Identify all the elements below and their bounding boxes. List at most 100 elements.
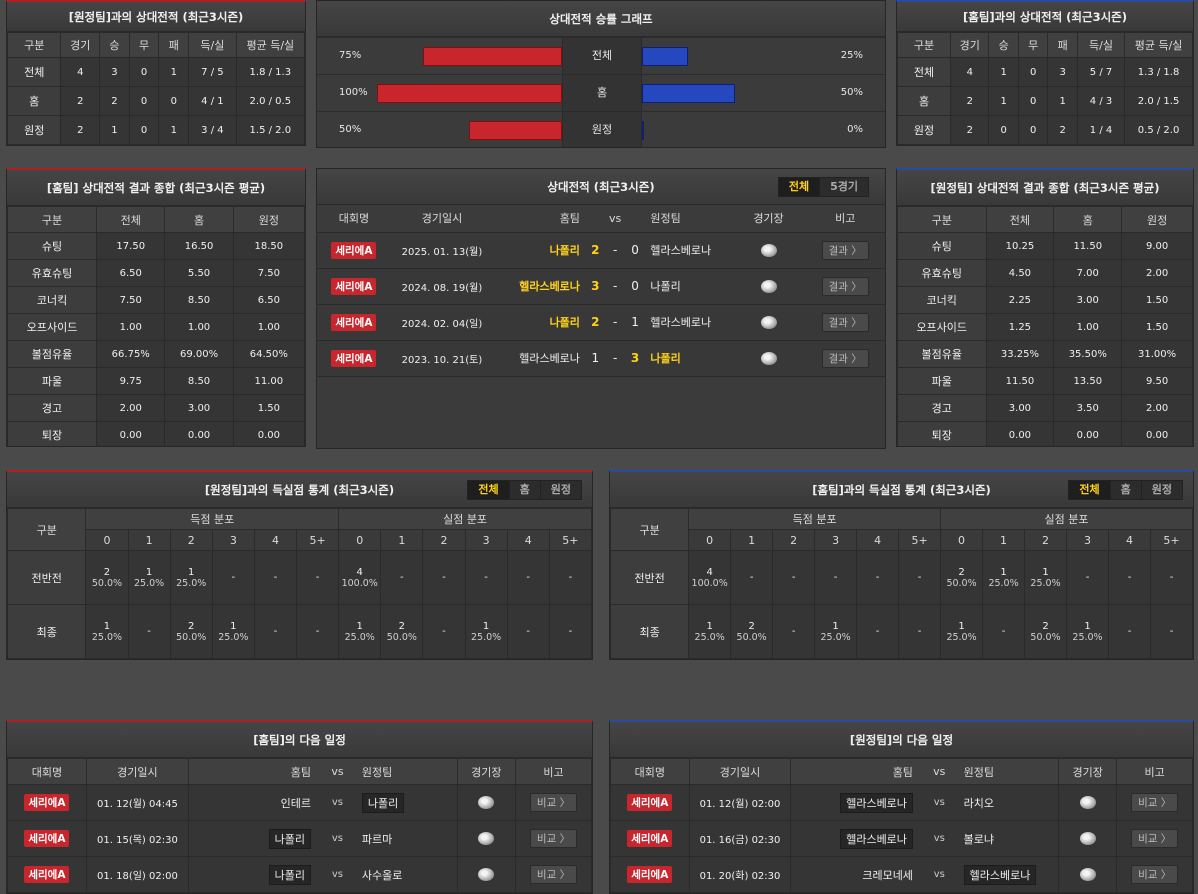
toggle-away[interactable]: 원정 [539,481,581,499]
goal-bucket: 2 [422,529,466,551]
note-cell: 결과 〉 [805,267,885,305]
result-button[interactable]: 결과 〉 [821,240,869,260]
toggle-home[interactable]: 홈 [1109,481,1141,499]
distribution-cell: - [1108,550,1151,605]
compare-button[interactable]: 비교 〉 [529,829,578,848]
percentage: 25.0% [91,631,123,643]
distribution-cell: 1 25.0% [688,604,732,659]
goal-stats-left-title: [원정팀]과의 득실점 통계 (최근3시즌) 전체 홈 원정 [7,472,592,508]
schedule-row: 세리에A 01. 15(목) 02:30 나폴리 vs 파르마 비교 〉 [7,820,592,857]
toggle-all[interactable]: 전체 [468,481,509,499]
distribution-cell: 1 25.0% [127,550,171,605]
compare-button[interactable]: 비교 〉 [1131,793,1179,812]
row-label: 원정 [7,115,62,145]
table-row: 경고 2.00 3.00 1.50 [7,394,305,422]
stat-cell: 1 [158,115,190,145]
home-winrate: 75% [339,50,362,61]
compare-button[interactable]: 비교 〉 [529,793,578,812]
compare-button[interactable]: 비교 〉 [1131,829,1179,848]
goal-bucket: 1 [127,529,171,551]
column-header: 승 [988,32,1019,58]
toggle-5-games[interactable]: 5경기 [819,178,868,196]
count: 1 [230,620,237,632]
compare-button[interactable]: 비교 〉 [529,865,578,884]
goal-bucket: 4 [1108,529,1151,551]
venue-cell [731,339,806,377]
league-cell: 세리에A [7,820,87,857]
stadium-icon[interactable] [1079,832,1096,845]
score-dash: - [606,303,624,341]
venue-cell [456,784,517,821]
result-button[interactable]: 결과 〉 [821,348,869,368]
count: - [400,572,404,583]
stadium-icon[interactable] [760,243,777,257]
header-row: 구분 경기 승 무 패 득/실 평균 득/실 [7,32,305,58]
toggle-all[interactable]: 전체 [1069,481,1110,499]
column-header: 경기일시 [688,758,792,785]
count: - [442,572,446,583]
stadium-icon[interactable] [478,796,495,809]
stat-cell: 9.00 [1121,232,1193,260]
stat-cell: 1.00 [96,313,166,341]
stadium-icon[interactable] [760,279,777,293]
column-header: 원정팀 [646,205,732,232]
stadium-icon[interactable] [478,868,495,881]
column-header: vs [583,205,647,232]
column-header: 경기일시 [390,205,494,232]
stadium-icon[interactable] [1079,796,1096,809]
stat-cell: 2 [99,86,130,116]
count: - [749,572,754,583]
count: 1 [1000,566,1007,578]
table-row: 원정 2 1 0 1 3 / 4 1.5 / 2.0 [7,115,305,145]
stadium-icon[interactable] [478,832,495,845]
distribution-cell: - [211,550,255,605]
row-label: 최종 [7,604,87,659]
stat-cell: 1.8 / 1.3 [235,57,305,87]
result-button[interactable]: 결과 〉 [821,312,869,332]
column-header: 원정 [1121,206,1193,233]
stat-cell: 0 [158,86,190,116]
goal-bucket: 0 [85,529,129,551]
distribution-cell: - [1149,550,1193,605]
away-team: 나폴리 [646,339,732,377]
percentage: 50.0% [1030,631,1061,643]
note-cell: 결과 〉 [805,339,885,377]
away-team: 볼로냐 [963,832,995,846]
home-team: 헬라스베로나 [840,792,913,813]
stat-cell: 2 [60,86,101,116]
stat-cell: 2 [950,86,990,116]
count: - [917,572,922,583]
away-next-table: 대회명 경기일시 홈팀 vs 원정팀 경기장 비고 세리에A 01. 12(월) 02:00 헬라… [610,758,1193,893]
toggle-away[interactable]: 원정 [1140,481,1182,499]
vs-label: vs [918,784,960,821]
venue-cell [1058,820,1118,857]
stat-cell: 2.0 / 0.5 [235,86,305,116]
league-badge: 세리에A [331,349,377,367]
count: - [273,626,278,637]
match-row: 세리에A 2024. 08. 19(월) 헬라스베로나 3-0 나폴리 결과 〉 [317,267,885,305]
toggle-home[interactable]: 홈 [508,481,540,499]
compare-button[interactable]: 비교 〉 [1131,865,1179,884]
goal-bucket: 1 [982,529,1026,551]
stat-cell: 0 [1017,115,1049,145]
stadium-icon[interactable] [760,351,777,365]
result-button[interactable]: 결과 〉 [821,276,869,296]
row-label: 퇴장 [7,421,98,446]
league-cell: 세리에A [610,820,690,857]
league-badge: 세리에A [331,313,377,331]
distribution-cell: 2 50.0% [169,604,213,659]
column-header: 패 [158,32,190,58]
stadium-icon[interactable] [1079,868,1096,881]
count: - [791,572,796,583]
league-badge: 세리에A [331,277,377,295]
match-date: 2024. 02. 04(일) [390,303,494,341]
home-team: 나폴리 [268,828,311,849]
distribution-cell: 1 25.0% [814,604,858,659]
schedule-row: 세리에A 01. 12(월) 04:45 인테르 vs 나폴리 비교 〉 [7,784,592,821]
count: 2 [103,566,111,578]
toggle-all[interactable]: 전체 [778,178,820,196]
stat-cell: 31.00% [1121,340,1193,368]
match-date: 2025. 01. 13(월) [390,231,494,269]
goal-bucket: 0 [940,529,984,551]
stadium-icon[interactable] [760,315,777,329]
